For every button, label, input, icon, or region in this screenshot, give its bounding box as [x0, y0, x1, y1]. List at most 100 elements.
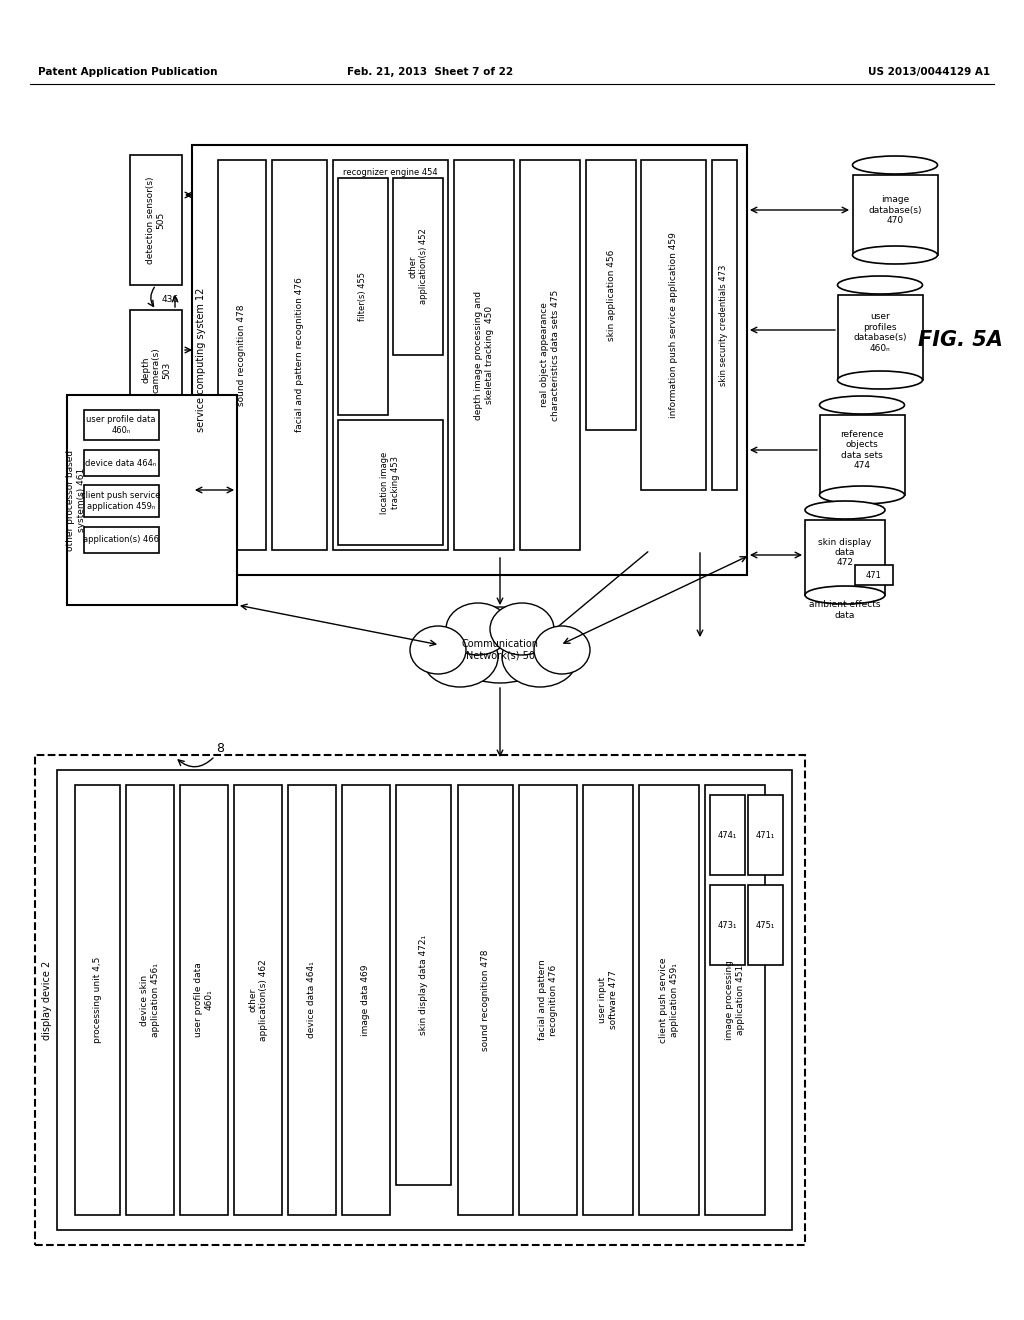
- Bar: [748, 884, 783, 965]
- Text: device data 464₁: device data 464₁: [307, 962, 316, 1039]
- Bar: [748, 795, 783, 875]
- Bar: [338, 178, 388, 414]
- Text: other
application(s) 462: other application(s) 462: [248, 960, 267, 1041]
- Text: client push service
application 459₁: client push service application 459₁: [659, 957, 679, 1043]
- Text: image data 469: image data 469: [361, 964, 371, 1036]
- Text: display device 2: display device 2: [42, 961, 52, 1040]
- Text: 471: 471: [866, 570, 882, 579]
- Bar: [454, 160, 514, 550]
- Text: information push service application 459: information push service application 459: [669, 232, 678, 418]
- Bar: [272, 160, 327, 550]
- Text: 473₁: 473₁: [718, 920, 736, 929]
- Text: 8: 8: [216, 742, 224, 755]
- Text: other processor based
system(s) 461: other processor based system(s) 461: [67, 449, 86, 550]
- Text: ambient effects
data: ambient effects data: [809, 601, 881, 619]
- Bar: [180, 785, 228, 1214]
- Bar: [57, 770, 792, 1230]
- Bar: [75, 785, 120, 1214]
- Ellipse shape: [805, 502, 885, 519]
- Text: skin application 456: skin application 456: [606, 249, 615, 341]
- Text: Communication
Network(s) 50: Communication Network(s) 50: [462, 639, 539, 661]
- Bar: [710, 795, 745, 875]
- Bar: [84, 450, 159, 477]
- Ellipse shape: [819, 396, 904, 414]
- Ellipse shape: [838, 276, 923, 294]
- Ellipse shape: [853, 156, 938, 174]
- Ellipse shape: [819, 486, 904, 504]
- Text: depth
camera(s)
503: depth camera(s) 503: [141, 347, 171, 393]
- Text: real object appearance
characteristics data sets 475: real object appearance characteristics d…: [541, 289, 560, 421]
- Text: device data 464ₙ: device data 464ₙ: [85, 458, 157, 467]
- Text: service computing system 12: service computing system 12: [196, 288, 206, 432]
- Ellipse shape: [502, 627, 578, 686]
- Ellipse shape: [838, 371, 923, 389]
- Bar: [396, 785, 451, 1185]
- Text: application(s) 466: application(s) 466: [83, 536, 159, 544]
- Ellipse shape: [410, 626, 466, 675]
- Ellipse shape: [853, 246, 938, 264]
- Ellipse shape: [805, 586, 885, 605]
- Text: user
profiles
database(s)
460ₙ: user profiles database(s) 460ₙ: [853, 313, 906, 352]
- Text: facial and pattern recognition 476: facial and pattern recognition 476: [295, 277, 303, 433]
- Bar: [84, 484, 159, 517]
- Text: 475₁: 475₁: [756, 920, 774, 929]
- Bar: [586, 160, 636, 430]
- Bar: [639, 785, 699, 1214]
- Text: 436: 436: [162, 296, 178, 305]
- Text: recognizer engine 454: recognizer engine 454: [343, 168, 438, 177]
- Bar: [819, 414, 904, 495]
- Bar: [641, 160, 706, 490]
- Text: FIG. 5A: FIG. 5A: [918, 330, 1002, 350]
- Bar: [130, 154, 182, 285]
- Text: US 2013/0044129 A1: US 2013/0044129 A1: [868, 67, 990, 77]
- Text: sound recognition 478: sound recognition 478: [480, 949, 489, 1051]
- Text: 474₁: 474₁: [718, 830, 736, 840]
- Text: filter(s) 455: filter(s) 455: [358, 272, 368, 321]
- Bar: [218, 160, 266, 550]
- Text: 471₁: 471₁: [756, 830, 774, 840]
- Bar: [288, 785, 336, 1214]
- Bar: [705, 785, 765, 1214]
- Text: depth image processing and
skeletal tracking  450: depth image processing and skeletal trac…: [474, 290, 494, 420]
- Text: processing unit 4,5: processing unit 4,5: [92, 957, 101, 1043]
- Ellipse shape: [422, 627, 498, 686]
- Bar: [130, 310, 182, 430]
- Bar: [35, 755, 805, 1245]
- Bar: [712, 160, 737, 490]
- Text: skin security credentials 473: skin security credentials 473: [720, 264, 728, 385]
- Bar: [583, 785, 633, 1214]
- Text: image
database(s)
470: image database(s) 470: [868, 195, 922, 224]
- Ellipse shape: [446, 603, 510, 655]
- Text: user profile data
460ₙ: user profile data 460ₙ: [86, 416, 156, 434]
- Text: facial and pattern
recognition 476: facial and pattern recognition 476: [539, 960, 558, 1040]
- Bar: [519, 785, 577, 1214]
- Text: client push service
application 459ₙ: client push service application 459ₙ: [81, 491, 161, 511]
- Bar: [855, 565, 893, 585]
- Text: device skin
application 456₁: device skin application 456₁: [140, 964, 160, 1038]
- Text: user input
software 477: user input software 477: [598, 970, 617, 1030]
- Text: Feb. 21, 2013  Sheet 7 of 22: Feb. 21, 2013 Sheet 7 of 22: [347, 67, 513, 77]
- Text: other
application(s) 452: other application(s) 452: [409, 228, 428, 305]
- Bar: [520, 160, 580, 550]
- Text: image processing
application 451: image processing application 451: [725, 960, 744, 1040]
- Bar: [853, 176, 938, 255]
- Bar: [342, 785, 390, 1214]
- Bar: [393, 178, 443, 355]
- Text: Patent Application Publication: Patent Application Publication: [38, 67, 217, 77]
- Bar: [84, 527, 159, 553]
- Bar: [838, 294, 923, 380]
- Bar: [805, 520, 885, 595]
- Text: detection sensor(s)
505: detection sensor(s) 505: [146, 177, 166, 264]
- Text: skin display
data
472: skin display data 472: [818, 537, 871, 568]
- Text: location image
tracking 453: location image tracking 453: [380, 451, 399, 513]
- Text: user profile data
460₁: user profile data 460₁: [195, 962, 214, 1038]
- Bar: [458, 785, 513, 1214]
- Bar: [67, 395, 237, 605]
- Bar: [710, 884, 745, 965]
- Bar: [193, 145, 746, 576]
- Ellipse shape: [490, 603, 554, 655]
- Bar: [126, 785, 174, 1214]
- Bar: [338, 420, 443, 545]
- Text: sound recognition 478: sound recognition 478: [238, 304, 247, 405]
- Bar: [333, 160, 449, 550]
